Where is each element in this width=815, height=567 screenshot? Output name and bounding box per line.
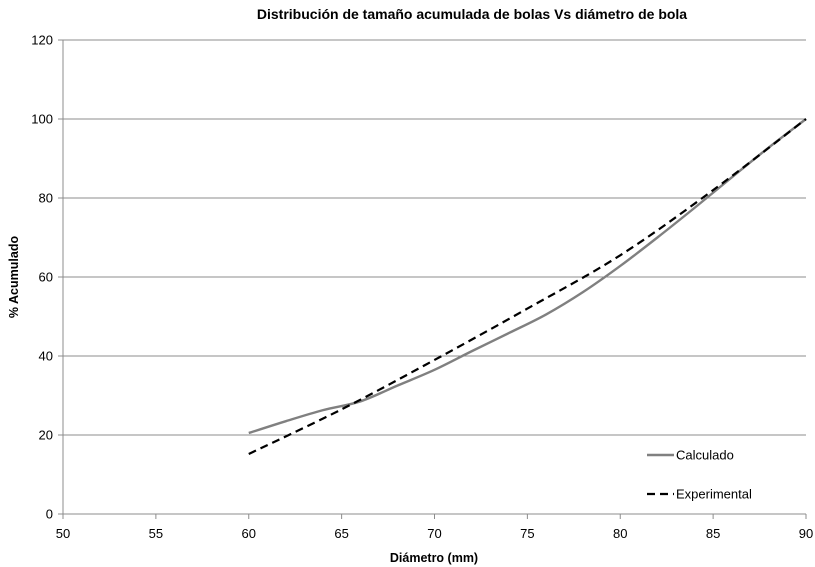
x-tick-label: 55 <box>149 526 163 541</box>
x-tick-labels: 50 55 60 65 70 75 80 85 90 <box>56 526 813 541</box>
x-tick-label: 70 <box>427 526 441 541</box>
y-tick-label: 60 <box>39 270 53 285</box>
y-axis-label: % Acumulado <box>7 236 21 319</box>
series-line-calculado <box>248 118 807 435</box>
series-line-experimental <box>248 118 807 455</box>
x-tick-label: 60 <box>242 526 256 541</box>
y-tick-label: 0 <box>46 507 53 522</box>
y-tick-label: 120 <box>31 33 53 48</box>
x-tick-label: 65 <box>334 526 348 541</box>
legend-label-experimental: Experimental <box>676 487 752 502</box>
x-tick-label: 80 <box>613 526 627 541</box>
x-tick-label: 75 <box>520 526 534 541</box>
chart-title: Distribución de tamaño acumulada de bola… <box>257 6 687 22</box>
legend: Calculado Experimental <box>647 448 752 502</box>
grid <box>63 39 806 436</box>
x-axis-label: Diámetro (mm) <box>390 551 478 565</box>
series <box>248 118 807 455</box>
y-tick-labels: 0 20 40 60 80 100 120 <box>31 33 53 522</box>
legend-label-calculado: Calculado <box>676 448 734 463</box>
x-tick-label: 85 <box>706 526 720 541</box>
axes <box>58 39 807 519</box>
y-tick-label: 100 <box>31 112 53 127</box>
x-tick-label: 90 <box>799 526 813 541</box>
y-tick-label: 40 <box>39 349 53 364</box>
y-tick-label: 20 <box>39 428 53 443</box>
x-tick-label: 50 <box>56 526 70 541</box>
y-tick-label: 80 <box>39 191 53 206</box>
